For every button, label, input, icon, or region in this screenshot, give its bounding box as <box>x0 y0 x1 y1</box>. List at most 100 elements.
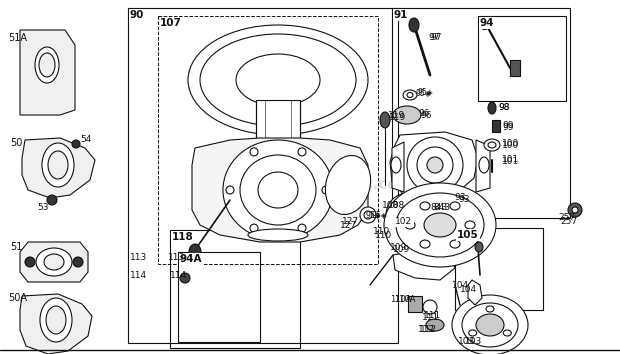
Text: 257: 257 <box>560 217 577 227</box>
Ellipse shape <box>568 203 582 217</box>
Ellipse shape <box>42 143 74 187</box>
Text: 50: 50 <box>10 138 22 148</box>
Ellipse shape <box>47 195 57 205</box>
Ellipse shape <box>258 172 298 208</box>
Text: 101: 101 <box>502 155 520 165</box>
Polygon shape <box>20 294 92 354</box>
Ellipse shape <box>326 155 371 215</box>
Text: 93: 93 <box>454 194 466 202</box>
Text: 54: 54 <box>80 136 91 144</box>
Text: 119: 119 <box>389 114 406 122</box>
Text: 843: 843 <box>430 202 447 211</box>
Ellipse shape <box>360 207 376 223</box>
Text: 110A: 110A <box>394 296 415 304</box>
Text: 95◈: 95◈ <box>372 211 388 219</box>
Text: 95◈: 95◈ <box>365 211 381 219</box>
Text: 257: 257 <box>558 213 575 223</box>
Ellipse shape <box>407 137 463 193</box>
Bar <box>408 296 422 312</box>
Ellipse shape <box>409 18 419 32</box>
Ellipse shape <box>479 157 489 173</box>
Ellipse shape <box>236 54 320 106</box>
Text: 107: 107 <box>160 18 182 28</box>
Ellipse shape <box>240 155 316 225</box>
Ellipse shape <box>48 151 68 179</box>
Text: 91: 91 <box>394 10 409 20</box>
Ellipse shape <box>46 306 66 334</box>
Ellipse shape <box>484 139 500 151</box>
Text: 100: 100 <box>502 141 520 149</box>
Text: 95◈: 95◈ <box>416 88 432 97</box>
Text: 101: 101 <box>502 158 520 166</box>
Text: 103: 103 <box>458 337 476 347</box>
Ellipse shape <box>384 183 496 267</box>
Ellipse shape <box>488 102 496 114</box>
Polygon shape <box>192 138 368 242</box>
Text: 112: 112 <box>418 325 435 335</box>
Text: 105: 105 <box>457 230 479 240</box>
Ellipse shape <box>475 242 483 252</box>
Text: 111: 111 <box>424 310 441 320</box>
Ellipse shape <box>385 222 401 238</box>
Bar <box>392 8 570 218</box>
Text: 109: 109 <box>393 246 410 255</box>
Polygon shape <box>22 138 95 198</box>
Ellipse shape <box>250 224 258 232</box>
Ellipse shape <box>248 229 308 241</box>
Ellipse shape <box>298 224 306 232</box>
Text: 103: 103 <box>465 337 482 347</box>
Ellipse shape <box>364 211 372 219</box>
Bar <box>492 120 500 132</box>
Ellipse shape <box>401 199 429 231</box>
Text: 119: 119 <box>388 112 405 120</box>
Ellipse shape <box>223 140 333 240</box>
Ellipse shape <box>465 221 475 229</box>
Ellipse shape <box>72 140 80 148</box>
Ellipse shape <box>405 221 415 229</box>
Text: 53: 53 <box>37 202 48 211</box>
Polygon shape <box>468 280 482 305</box>
Ellipse shape <box>25 257 35 267</box>
Ellipse shape <box>35 47 59 83</box>
Ellipse shape <box>250 148 258 156</box>
Bar <box>256 100 300 155</box>
Ellipse shape <box>44 254 64 270</box>
Polygon shape <box>476 140 490 192</box>
Text: 102: 102 <box>395 217 412 227</box>
Ellipse shape <box>298 148 306 156</box>
Ellipse shape <box>36 248 72 276</box>
Polygon shape <box>20 30 75 115</box>
Ellipse shape <box>423 300 437 314</box>
Polygon shape <box>390 132 478 198</box>
Ellipse shape <box>469 330 477 336</box>
Bar <box>178 252 260 342</box>
Ellipse shape <box>180 273 190 283</box>
Text: 99: 99 <box>502 122 513 131</box>
Ellipse shape <box>488 142 496 148</box>
Ellipse shape <box>380 112 390 128</box>
Ellipse shape <box>200 34 356 126</box>
Text: 113: 113 <box>168 253 185 263</box>
Text: 102: 102 <box>396 217 413 227</box>
Text: 109: 109 <box>390 244 407 252</box>
Text: 97: 97 <box>430 34 441 42</box>
Text: 118: 118 <box>172 232 193 242</box>
Text: 127: 127 <box>340 221 357 229</box>
Text: 95◈: 95◈ <box>417 87 433 97</box>
Ellipse shape <box>450 240 460 248</box>
Bar <box>128 8 398 343</box>
Ellipse shape <box>424 213 456 237</box>
Ellipse shape <box>420 202 430 210</box>
Ellipse shape <box>73 257 83 267</box>
Ellipse shape <box>503 330 512 336</box>
Text: 90: 90 <box>130 10 144 20</box>
Ellipse shape <box>476 314 504 336</box>
Ellipse shape <box>189 244 201 260</box>
Polygon shape <box>20 242 88 282</box>
Ellipse shape <box>386 193 430 237</box>
Text: 50A: 50A <box>8 293 27 303</box>
Text: 127: 127 <box>342 217 359 227</box>
Bar <box>430 210 441 240</box>
Ellipse shape <box>396 193 484 257</box>
Text: 114: 114 <box>130 270 147 280</box>
